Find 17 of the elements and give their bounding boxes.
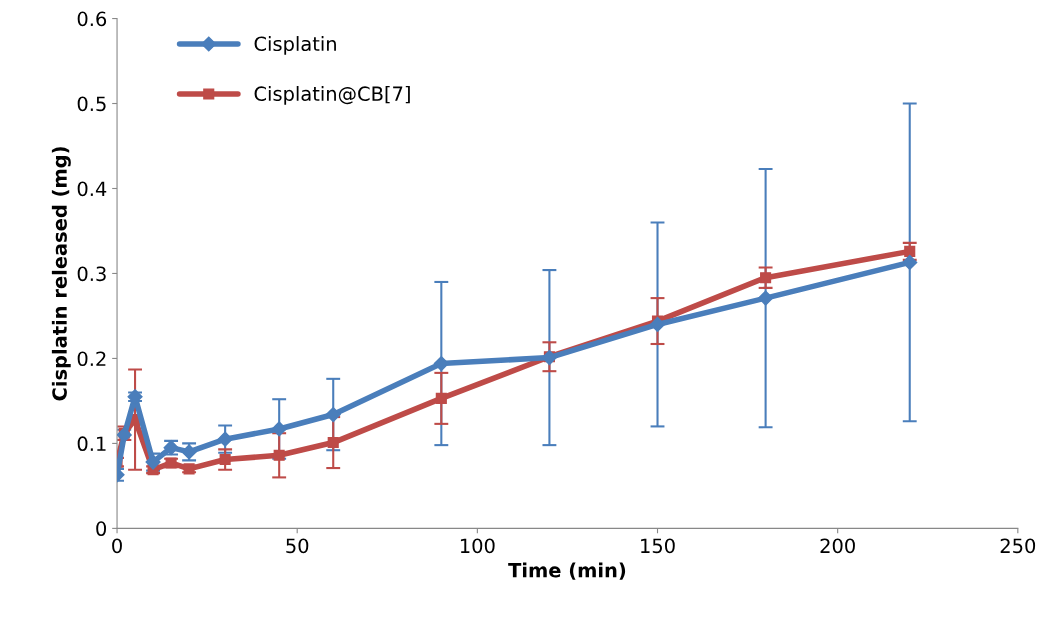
x-tick-label: 250 [1000, 538, 1036, 554]
x-tick-label: 0 [112, 538, 122, 554]
x-axis-title: Time (min) [508, 562, 626, 580]
y-tick-label: 0.4 [77, 181, 107, 197]
y-tick-label: 0 [96, 521, 107, 537]
x-tick-label: 100 [460, 538, 495, 554]
x-tick-label: 50 [286, 538, 309, 554]
y-tick-label: 0.2 [77, 351, 106, 367]
y-tick-label: 0.1 [77, 436, 106, 452]
y-tick-label: 0.3 [77, 266, 106, 282]
legend-label: Cisplatin@CB[7] [254, 85, 410, 105]
y-axis-title: Cisplatin released (mg) [51, 147, 71, 401]
legend-label: Cisplatin [254, 36, 336, 55]
x-tick-label: 200 [820, 538, 855, 554]
y-tick-label: 0.6 [77, 11, 107, 27]
y-tick-label: 0.5 [77, 96, 106, 112]
x-tick-label: 150 [641, 538, 675, 554]
